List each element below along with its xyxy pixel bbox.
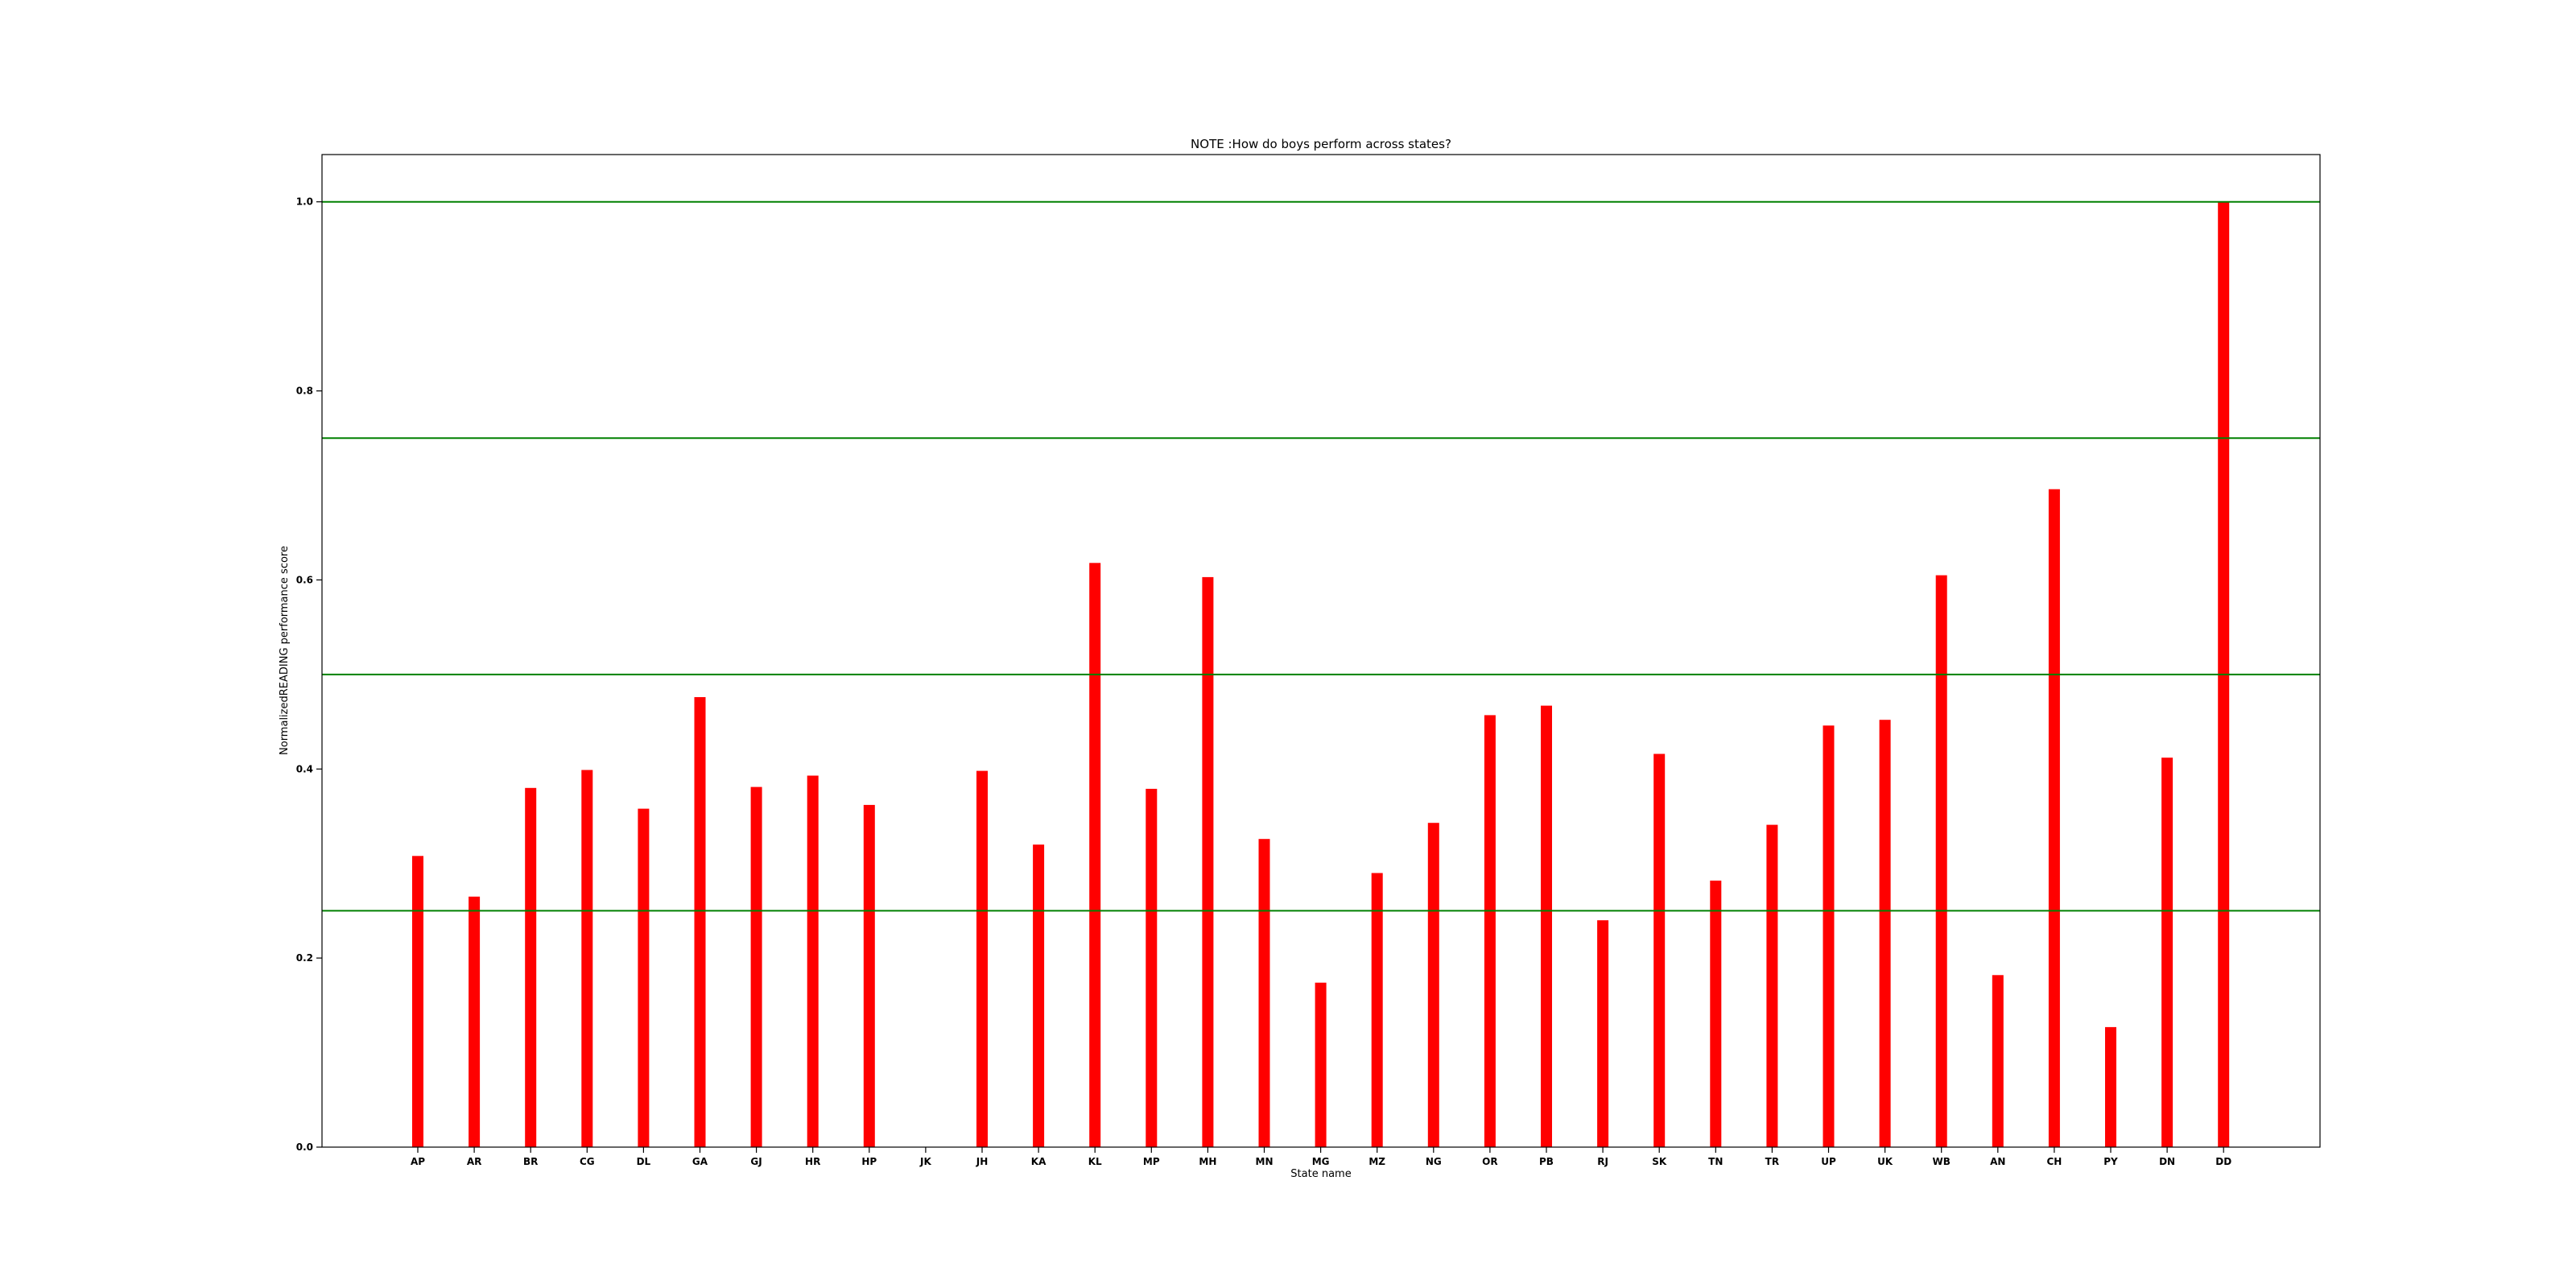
x-tick-label-cg: CG xyxy=(580,1156,595,1167)
x-tick-label-uk: UK xyxy=(1877,1156,1893,1167)
x-tick-label-sk: SK xyxy=(1652,1156,1667,1167)
bar-or xyxy=(1484,715,1496,1147)
bar-mp xyxy=(1146,788,1158,1147)
x-tick-label-ch: CH xyxy=(2046,1156,2062,1167)
x-tick-label-up: UP xyxy=(1821,1156,1836,1167)
bar-ar xyxy=(469,896,481,1147)
bar-mz xyxy=(1371,873,1383,1147)
x-tick-label-jk: JK xyxy=(919,1156,931,1167)
y-axis: 0.0 0.2 0.4 0.6 0.8 1.0 xyxy=(296,196,322,1153)
x-tick-label-mg: MG xyxy=(1312,1156,1330,1167)
x-tick-label-wb: WB xyxy=(1933,1156,1951,1167)
y-axis-label: NormalizedREADING performance score xyxy=(279,546,291,755)
bar-ap xyxy=(412,856,423,1147)
x-tick-label-jh: JH xyxy=(976,1156,989,1167)
bar-an xyxy=(1992,975,2004,1147)
x-tick-label-rj: RJ xyxy=(1597,1156,1608,1167)
bar-tr xyxy=(1766,824,1778,1147)
y-tick-label: 0.4 xyxy=(296,763,313,774)
x-tick-label-dl: DL xyxy=(637,1156,651,1167)
x-tick-label-hr: HR xyxy=(805,1156,820,1167)
x-tick-label-mn: MN xyxy=(1256,1156,1274,1167)
bar-tn xyxy=(1710,880,1722,1147)
x-tick-label-tr: TR xyxy=(1765,1156,1779,1167)
bar-uk xyxy=(1879,720,1891,1147)
bar-pb xyxy=(1541,705,1552,1147)
bar-ka xyxy=(1033,844,1045,1147)
x-tick-label-ga: GA xyxy=(692,1156,708,1167)
x-tick-label-kl: KL xyxy=(1088,1156,1102,1167)
y-tick-label: 0.2 xyxy=(296,952,313,964)
x-tick-label-mz: MZ xyxy=(1368,1156,1385,1167)
plot-area xyxy=(322,200,2320,1148)
bar-kl xyxy=(1089,563,1101,1147)
x-tick-label-ar: AR xyxy=(467,1156,482,1167)
bar-ga xyxy=(694,697,706,1147)
x-tick-label-ng: NG xyxy=(1426,1156,1442,1167)
bar-wb xyxy=(1935,575,1947,1147)
chart-title: NOTE :How do boys perform across states? xyxy=(1191,137,1451,151)
bar-sk xyxy=(1653,753,1666,1147)
bar-mg xyxy=(1315,982,1327,1147)
y-tick-label: 1.0 xyxy=(296,196,313,208)
x-tick-label-hp: HP xyxy=(861,1156,877,1167)
bar-gj xyxy=(750,786,762,1147)
x-tick-label-an: AN xyxy=(1990,1156,2005,1167)
bar-hp xyxy=(863,804,875,1147)
x-tick-label-ap: AP xyxy=(411,1156,425,1167)
x-tick-label-br: BR xyxy=(523,1156,538,1167)
x-tick-label-tn: TN xyxy=(1708,1156,1723,1167)
x-tick-label-py: PY xyxy=(2103,1156,2118,1167)
bar-rj xyxy=(1597,920,1609,1147)
x-tick-label-mp: MP xyxy=(1143,1156,1160,1167)
x-tick-label-dd: DD xyxy=(2215,1156,2231,1167)
x-axis-label: State name xyxy=(1290,1168,1351,1180)
bar-py xyxy=(2105,1026,2116,1147)
y-tick-label: 0.8 xyxy=(296,386,313,397)
x-tick-label-ka: KA xyxy=(1031,1156,1046,1167)
y-tick-label: 0.0 xyxy=(296,1141,313,1153)
bar-cg xyxy=(581,770,593,1147)
bar-ch xyxy=(2048,489,2060,1147)
bar-br xyxy=(525,787,537,1147)
x-axis: AP AR BR CG DL GA GJ HR HP JK JH KA KL MP MH MN MG MZ NG OR… xyxy=(411,1147,2231,1167)
bar-dl xyxy=(638,808,650,1147)
bar-mn xyxy=(1258,839,1270,1147)
bar-ng xyxy=(1427,823,1439,1147)
x-tick-label-pb: PB xyxy=(1539,1156,1554,1167)
x-tick-label-mh: MH xyxy=(1199,1156,1216,1167)
bar-mh xyxy=(1202,576,1214,1147)
bar-dn xyxy=(2161,758,2174,1147)
x-tick-label-gj: GJ xyxy=(750,1156,762,1167)
bar-jh xyxy=(976,770,988,1147)
bar-hr xyxy=(807,775,819,1147)
y-tick-label: 0.6 xyxy=(296,574,313,585)
x-tick-label-or: OR xyxy=(1482,1156,1497,1167)
x-tick-label-dn: DN xyxy=(2159,1156,2175,1167)
bar-up xyxy=(1823,725,1835,1147)
